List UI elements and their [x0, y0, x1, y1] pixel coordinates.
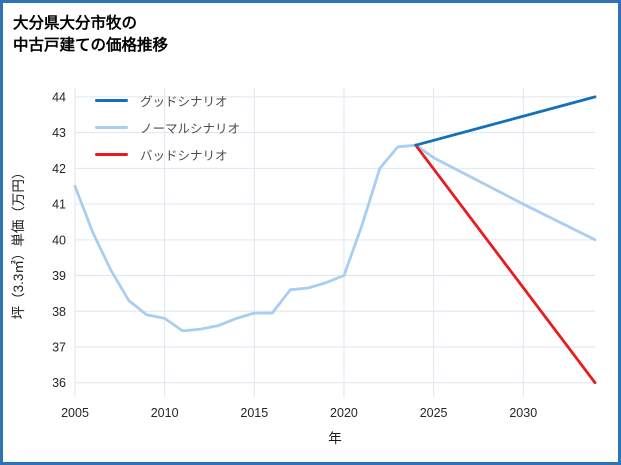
x-tick-label: 2015	[240, 406, 268, 420]
y-tick-label: 36	[52, 376, 66, 390]
series-line-normal-scenario	[73, 143, 597, 333]
legend-item-normal-scenario: ノーマルシナリオ	[95, 119, 240, 136]
x-tick-label: 2020	[330, 406, 358, 420]
page-title-line1: 大分県大分市牧の	[13, 15, 138, 32]
legend-item-bad-scenario: バッドシナリオ	[95, 146, 240, 163]
y-tick-label: 44	[52, 90, 66, 104]
x-axis-label: 年	[328, 431, 342, 446]
page-title-line2: 中古戸建ての価格推移	[13, 37, 169, 55]
y-tick-label: 41	[52, 198, 66, 212]
price-trend-chart: 2005 2010 2015 2020 2025 2030 36 37 38 39 40 41 42 43…	[11, 88, 597, 446]
y-tick-label: 43	[52, 126, 66, 140]
y-tick-label: 40	[52, 233, 66, 247]
legend-label-bad-scenario: バッドシナリオ	[140, 149, 228, 163]
chart-legend: グッドシナリオ ノーマルシナリオ バッドシナリオ	[95, 92, 240, 163]
y-axis-label: 坪（3.3㎡）単価（万円）	[11, 166, 26, 320]
x-tick-label: 2030	[509, 406, 537, 420]
x-tick-label: 2025	[420, 406, 448, 420]
legend-line-bad-scenario-icon	[95, 153, 128, 156]
y-tick-label: 42	[52, 162, 66, 176]
chart-area: 2005 2010 2015 2020 2025 2030 36 37 38 39 40 41 42 43…	[3, 70, 618, 462]
y-tick-label: 38	[52, 305, 66, 319]
y-tick-label: 37	[52, 340, 66, 354]
legend-line-good-scenario-icon	[95, 99, 128, 102]
x-tick-label: 2005	[61, 406, 89, 420]
legend-label-good-scenario: グッドシナリオ	[140, 95, 228, 109]
y-tick-label: 39	[52, 269, 66, 283]
series-line-bad-scenario	[414, 143, 597, 385]
series-line-good-scenario	[414, 95, 597, 147]
x-tick-label: 2010	[151, 406, 179, 420]
legend-line-normal-scenario-icon	[95, 126, 128, 129]
legend-item-good-scenario: グッドシナリオ	[95, 92, 240, 109]
page-title: 大分県大分市牧の 中古戸建ての価格推移	[13, 13, 168, 58]
legend-label-normal-scenario: ノーマルシナリオ	[140, 122, 241, 136]
